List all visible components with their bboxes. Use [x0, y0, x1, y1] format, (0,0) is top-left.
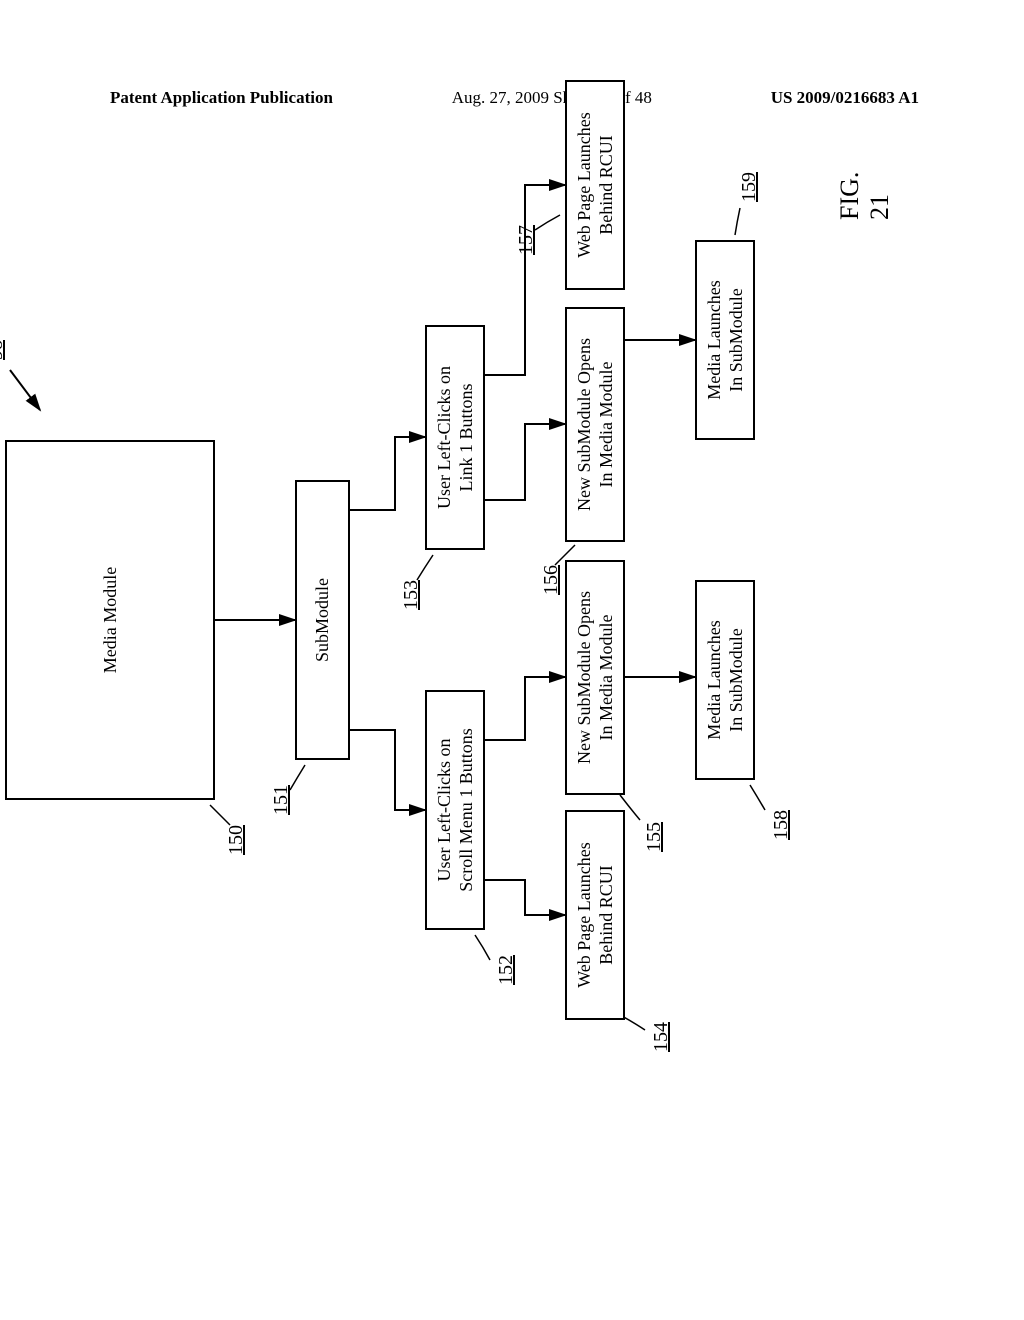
ref-158: 158 [770, 810, 793, 840]
node-web-launch-right: Web Page LaunchesBehind RCUI [565, 80, 625, 290]
node-user-scroll: User Left-Clicks onScroll Menu 1 Buttons [425, 690, 485, 930]
node-web-launch-left: Web Page LaunchesBehind RCUI [565, 810, 625, 1020]
ref-154: 154 [650, 1022, 673, 1052]
ref-153: 153 [400, 580, 423, 610]
ref-155: 155 [643, 822, 666, 852]
ref-157: 157 [515, 225, 538, 255]
ref-151: 151 [270, 785, 293, 815]
node-media-launch-left: Media LaunchesIn SubModule [695, 580, 755, 780]
node-submodule: SubModule [295, 480, 350, 760]
flowchart-diagram: Media Module SubModule User Left-Clicks … [0, 340, 975, 990]
header-left: Patent Application Publication [110, 88, 333, 108]
ref-152: 152 [495, 955, 518, 985]
ref-98: 98 [0, 340, 8, 360]
ref-159: 159 [738, 172, 761, 202]
ref-150: 150 [225, 825, 248, 855]
header-right: US 2009/0216683 A1 [771, 88, 919, 108]
figure-label: FIG. 21 [835, 172, 895, 220]
ref-156: 156 [540, 565, 563, 595]
node-media-module: Media Module [5, 440, 215, 800]
node-media-launch-right: Media LaunchesIn SubModule [695, 240, 755, 440]
page-header: Patent Application Publication Aug. 27, … [0, 88, 1024, 108]
node-new-submodule-left: New SubModule OpensIn Media Module [565, 560, 625, 795]
node-user-link: User Left-Clicks onLink 1 Buttons [425, 325, 485, 550]
node-new-submodule-right: New SubModule OpensIn Media Module [565, 307, 625, 542]
